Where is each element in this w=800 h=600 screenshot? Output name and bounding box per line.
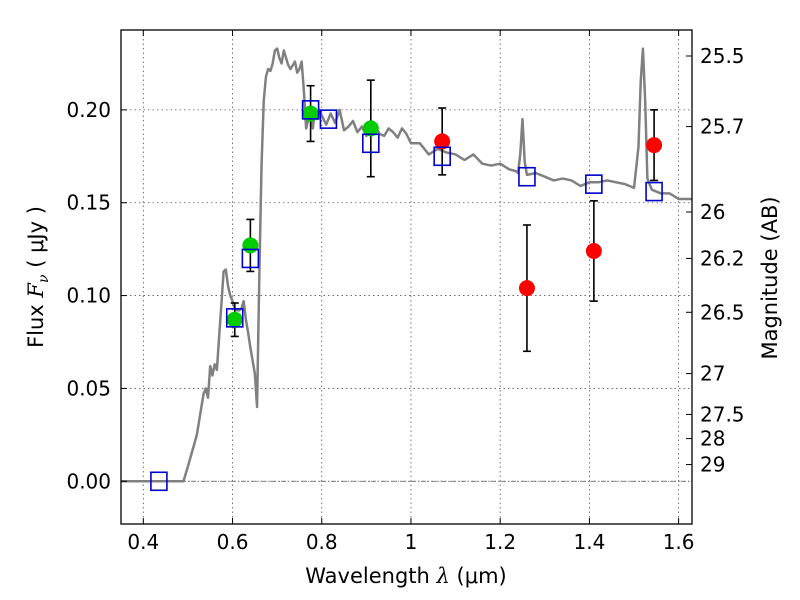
model-square	[433, 146, 451, 167]
y2-tick-label: 25.5	[700, 44, 745, 68]
red-data-point	[434, 133, 451, 150]
y2-axis-label: Magnitude (AB)	[758, 196, 782, 359]
model-square	[301, 100, 320, 120]
green-data-point	[362, 120, 379, 137]
y2-tick-label: 27.5	[700, 402, 745, 426]
red-data-point	[518, 280, 535, 297]
red-data-point	[646, 137, 663, 154]
x-tick-label: 0.8	[306, 530, 338, 554]
model-square	[225, 308, 244, 328]
model-points	[150, 100, 663, 492]
model-square	[150, 471, 168, 492]
green-data-point	[242, 237, 259, 254]
y-tick-label: 0.20	[66, 98, 111, 122]
y-tick-label: 0.10	[66, 284, 111, 308]
model-square	[645, 181, 663, 202]
x-tick-label: 1.4	[573, 530, 605, 554]
y2-tick-label: 26.2	[700, 246, 745, 270]
y2-tick-label: 27	[700, 362, 725, 386]
model-square	[362, 133, 380, 154]
grid	[121, 30, 692, 524]
detection-points	[226, 105, 663, 328]
ticks	[121, 30, 692, 524]
x-tick-labels: 0.4 0.6 0.8 1 1.2 1.4 1.6	[127, 530, 694, 554]
plot-frame	[120, 29, 693, 525]
x-tick-label: 0.6	[217, 530, 249, 554]
y2-tick-label: 25.7	[700, 115, 745, 139]
x-tick-label: 1.2	[484, 530, 516, 554]
y-tick-labels: 0.00 0.05 0.10 0.15 0.20	[66, 98, 111, 493]
sed-template-series	[121, 47, 692, 483]
sed-template-line	[121, 47, 692, 483]
green-data-point	[226, 311, 243, 328]
model-square	[319, 109, 338, 129]
y2-tick-label: 26	[700, 200, 725, 224]
x-tick-label: 1	[405, 530, 418, 554]
model-square	[241, 248, 260, 269]
red-data-point	[585, 243, 602, 259]
y-tick-label: 0.05	[66, 376, 111, 400]
y-axis-label: Flux Fν ( μJy )	[24, 206, 52, 348]
model-square	[585, 174, 603, 194]
model-square	[518, 166, 536, 187]
x-tick-label: 1.6	[663, 530, 695, 554]
y2-tick-label: 28	[700, 427, 725, 451]
y-tick-label: 0.00	[66, 469, 111, 493]
x-axis-label: Wavelength λ (μm)	[305, 564, 506, 588]
x-tick-label: 0.4	[127, 530, 159, 554]
y-tick-label: 0.15	[66, 191, 111, 215]
y2-tick-label: 29	[700, 453, 725, 477]
y2-tick-label: 26.5	[700, 300, 745, 324]
error-bars	[230, 79, 659, 353]
